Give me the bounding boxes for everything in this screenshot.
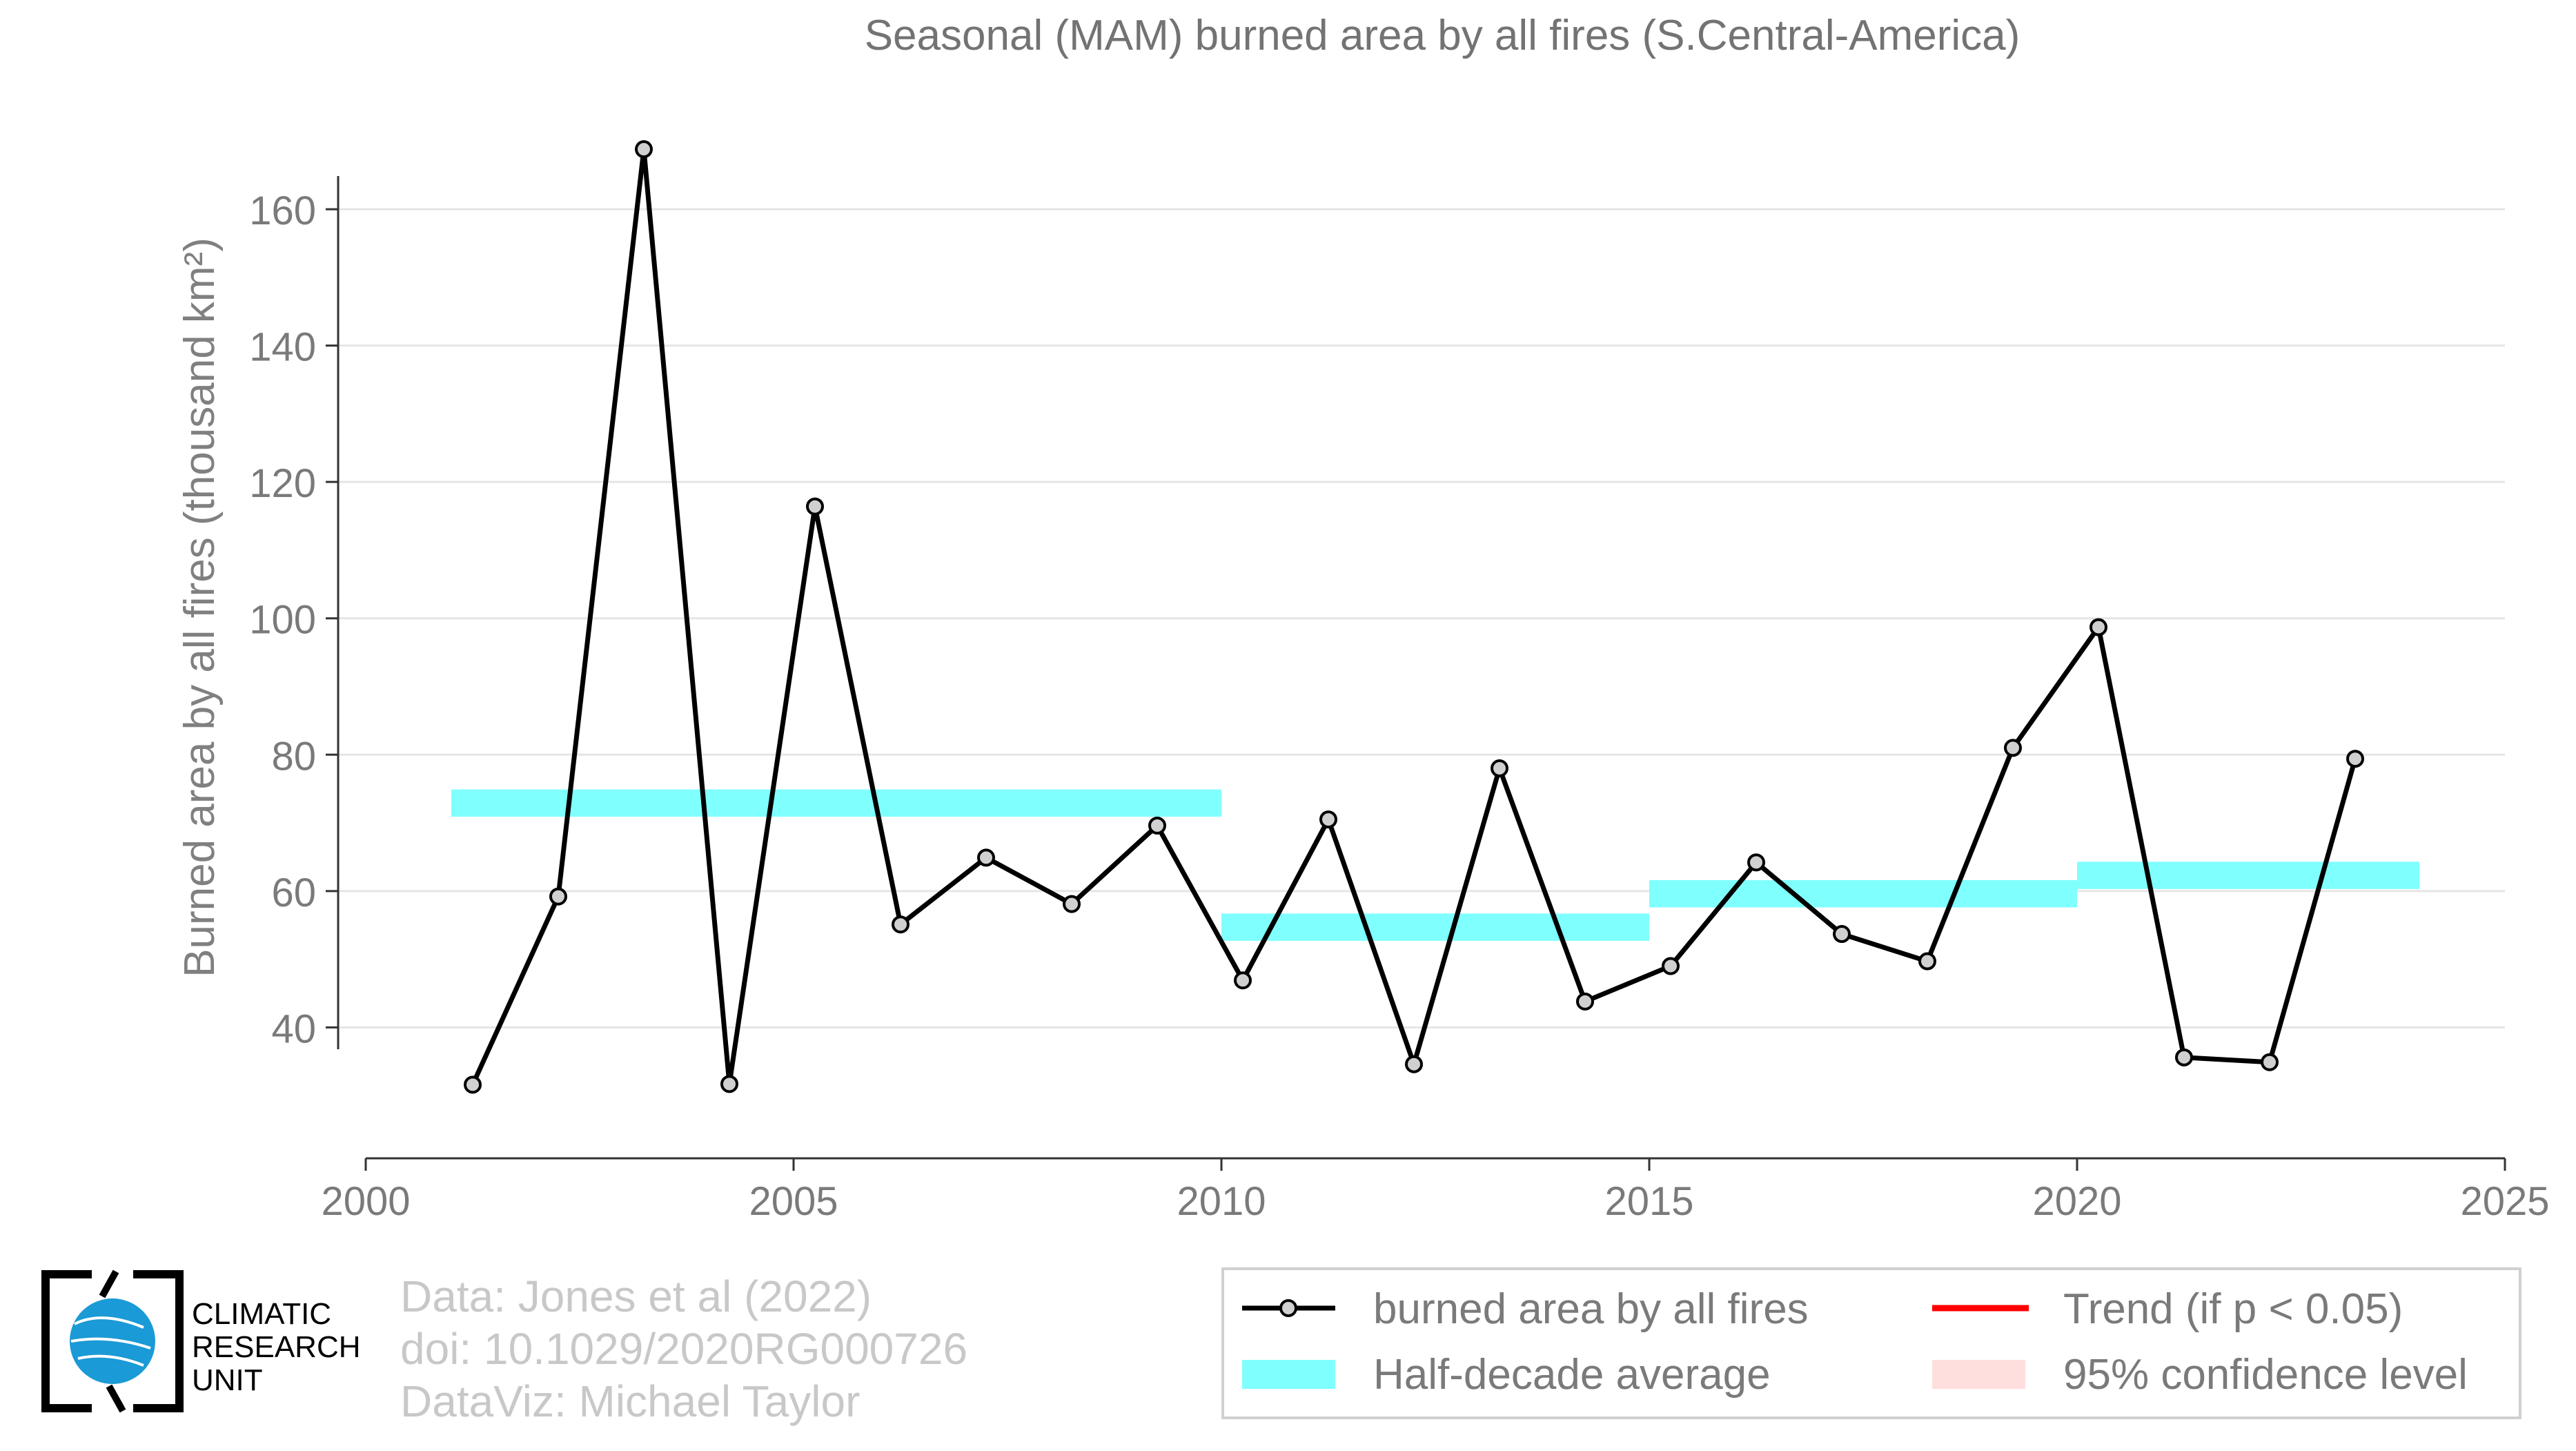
credits: Data: Jones et al (2022) doi: 10.1029/20… <box>400 1270 967 1428</box>
data-point <box>1319 810 1337 829</box>
data-point <box>549 887 567 906</box>
y-tick-label: 100 <box>249 598 316 643</box>
data-point <box>1491 759 1508 778</box>
data-point <box>2346 750 2364 768</box>
data-point <box>1747 853 1765 872</box>
x-tick-label: 2010 <box>1177 1179 1266 1224</box>
legend-label: burned area by all fires <box>1373 1285 1809 1333</box>
legend-swatch-band <box>1932 1360 2025 1389</box>
logo-text-1: CLIMATIC <box>192 1297 332 1331</box>
series-layer <box>464 140 2364 1094</box>
data-point <box>2175 1048 2193 1067</box>
x-tick-label: 2005 <box>749 1179 838 1224</box>
data-point <box>635 140 653 159</box>
data-point <box>464 1075 482 1094</box>
data-point <box>977 848 995 867</box>
half-decade-band <box>451 789 1221 817</box>
credit-data: Data: Jones et al (2022) <box>400 1272 872 1321</box>
y-tick-label: 80 <box>271 734 316 779</box>
data-point <box>2261 1053 2279 1071</box>
data-point <box>1918 952 1936 971</box>
chart-title: Seasonal (MAM) burned area by all fires … <box>865 12 2021 59</box>
data-point <box>1063 895 1081 913</box>
logo-text-3: UNIT <box>192 1363 263 1397</box>
y-tick-label: 140 <box>249 325 316 370</box>
half-decade-band <box>2077 861 2419 889</box>
y-tick-label: 60 <box>271 870 316 915</box>
x-tick-label: 2000 <box>321 1179 410 1224</box>
axes: 40 60 80 100 120 140 160 2000 2005 2010 2015 2020 20… <box>249 176 2550 1224</box>
data-point <box>892 915 910 934</box>
data-point <box>1234 971 1252 990</box>
y-tick-label: 40 <box>271 1006 316 1051</box>
y-tick-label: 160 <box>249 188 316 233</box>
data-point <box>1833 925 1851 944</box>
y-axis-label: Burned area by all fires (thousand km²) <box>176 237 224 977</box>
half-decade-bands <box>451 789 2419 941</box>
legend: burned area by all fires Trend (if p < 0.… <box>1221 1267 2521 1419</box>
data-point <box>1405 1055 1423 1073</box>
cru-logo: CLIMATIC RESEARCH UNIT <box>40 1269 399 1414</box>
legend-swatch-marker <box>1279 1299 1297 1317</box>
x-tick-label: 2020 <box>2032 1179 2121 1224</box>
data-point <box>1662 957 1680 975</box>
credit-doi: doi: 10.1029/2020RG000726 <box>400 1324 968 1374</box>
legend-label: Trend (if p < 0.05) <box>2063 1285 2403 1333</box>
data-point <box>2090 618 2107 636</box>
x-tick-label: 2025 <box>2460 1179 2549 1224</box>
logo-text-2: RESEARCH <box>192 1330 361 1364</box>
data-point <box>806 497 824 516</box>
x-tick-label: 2015 <box>1604 1179 1693 1224</box>
data-point <box>1148 816 1166 835</box>
globe-icon <box>41 1269 184 1413</box>
grid-lines <box>338 208 2505 1029</box>
y-tick-label: 120 <box>249 461 316 506</box>
legend-box <box>1221 1267 2521 1419</box>
data-point <box>1576 992 1594 1011</box>
legend-label: Half-decade average <box>1373 1351 1771 1399</box>
legend-swatch-band <box>1242 1360 1335 1389</box>
data-point <box>2004 739 2022 757</box>
credit-dataviz: DataViz: Michael Taylor <box>400 1376 861 1426</box>
legend-label: 95% confidence level <box>2063 1351 2468 1399</box>
data-point <box>720 1075 738 1093</box>
half-decade-band <box>1221 913 1649 941</box>
series-line <box>470 146 2358 1087</box>
half-decade-band <box>1649 880 2077 908</box>
